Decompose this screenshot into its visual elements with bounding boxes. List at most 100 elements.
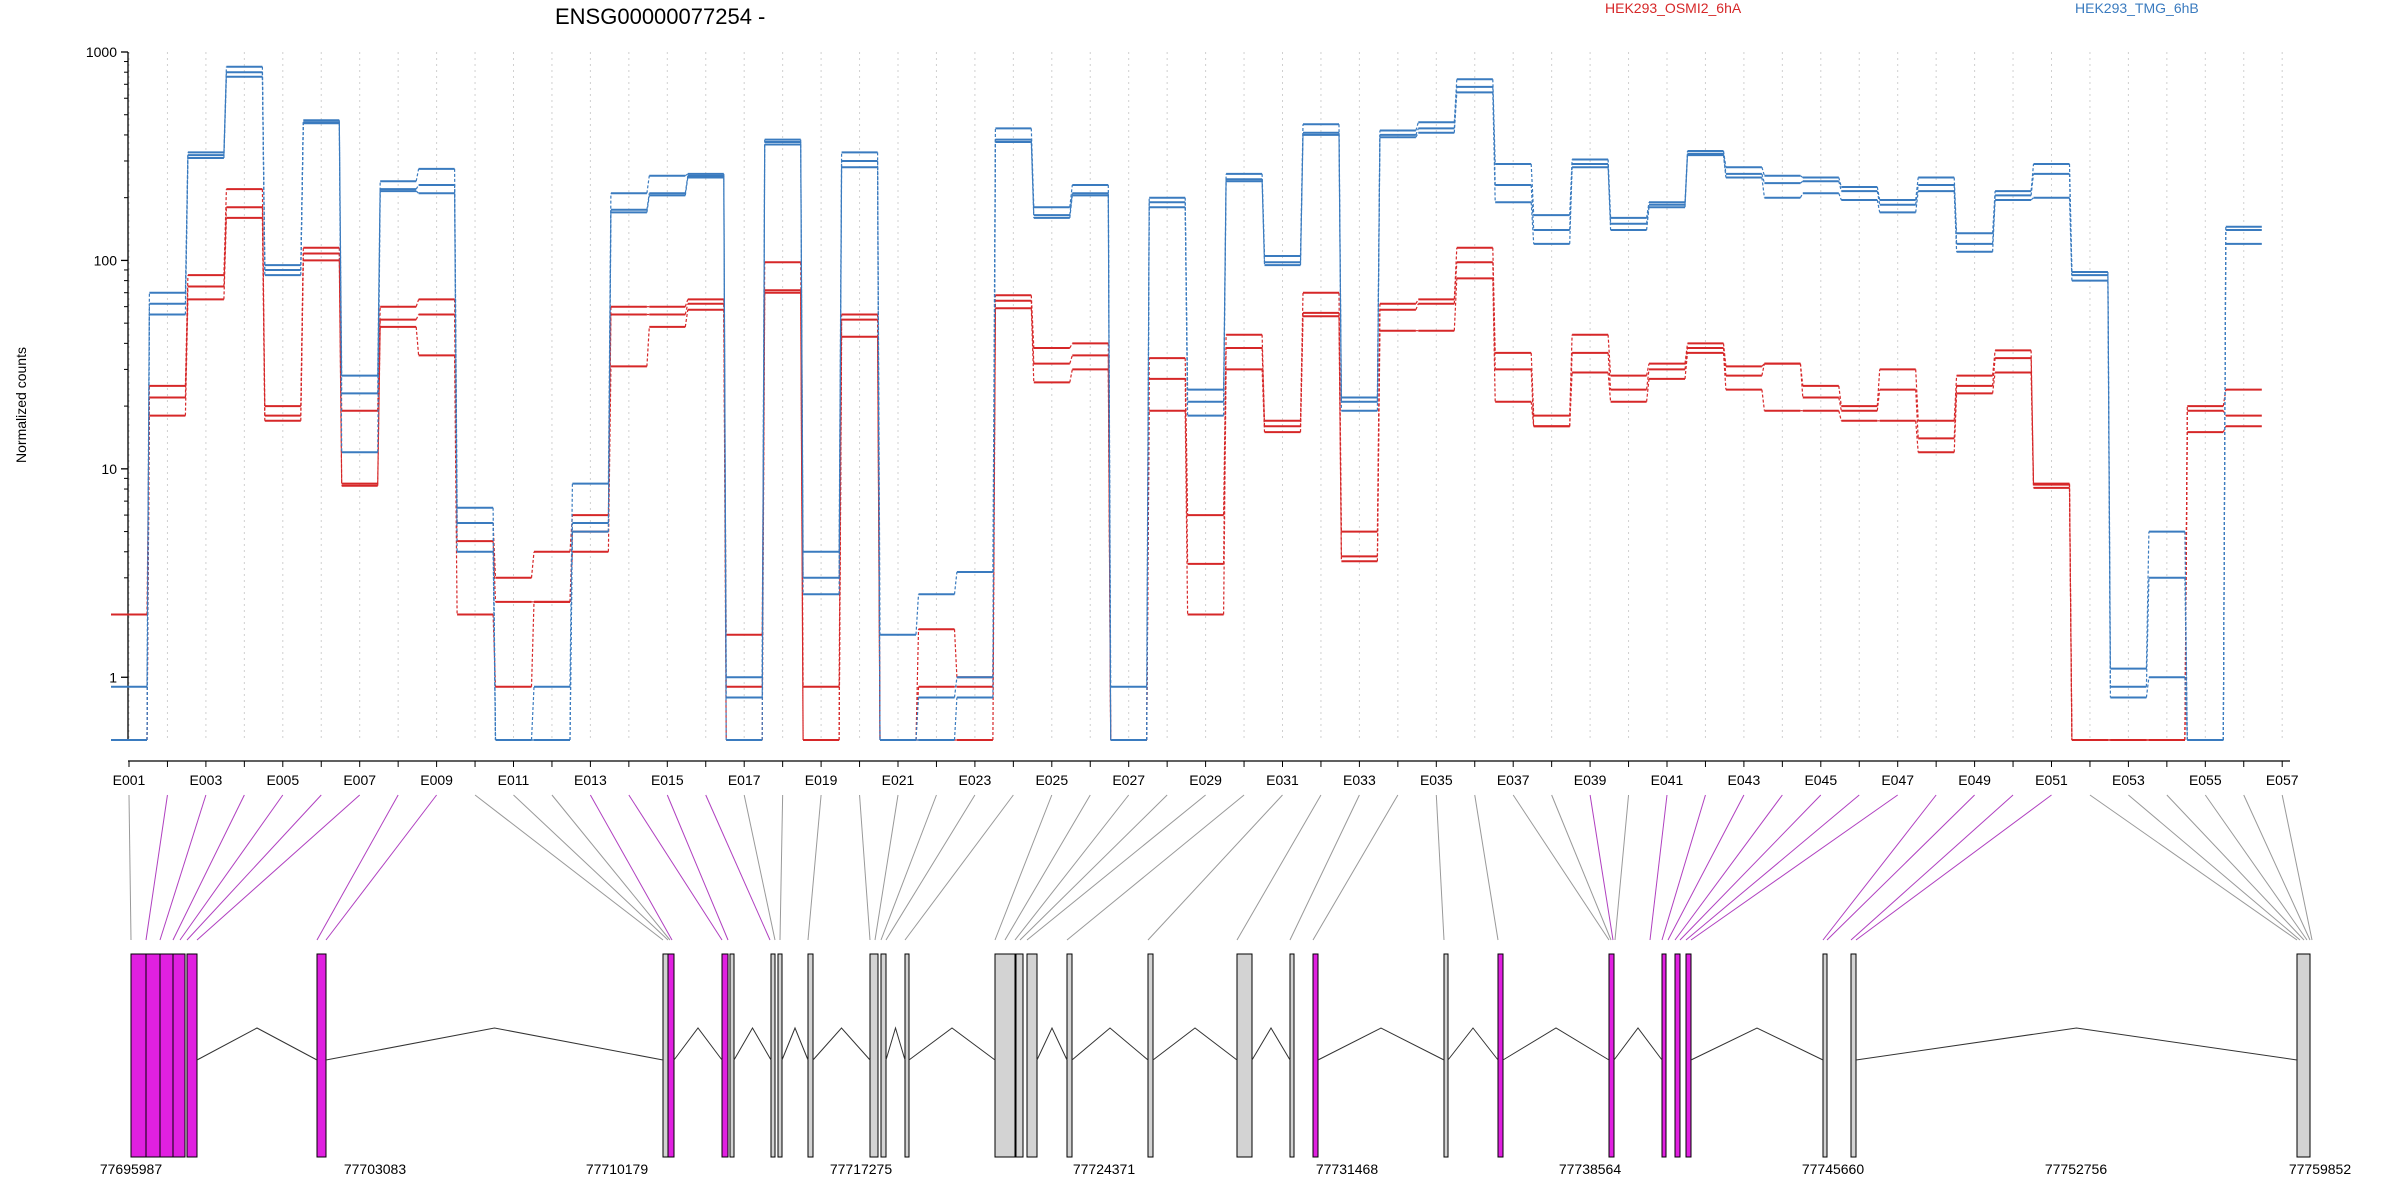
intron-line [1071,1027,1149,1061]
x-tick-label: E035 [1420,772,1453,788]
exon-connector [513,794,669,941]
exon-connector [325,794,437,941]
intron-line [781,1026,809,1061]
exon-connector [1661,794,1706,941]
exon-box [1497,953,1504,1158]
exon-connector [1826,794,1975,941]
exon-box [1312,953,1319,1158]
intron-line [325,1027,664,1061]
exon-box [1674,953,1681,1158]
exon-box [721,953,729,1158]
series-line-hek293_tmg_6hb [111,71,2262,741]
exon-box [904,953,910,1158]
exon-box [880,953,887,1158]
gene-model [130,953,2311,1158]
x-tick-label: E025 [1035,772,1068,788]
x-tick-label: E047 [1881,772,1914,788]
exon-connector [159,794,207,941]
exon-box [316,953,327,1158]
exon-connector [186,794,322,941]
vertical-grid [128,52,2283,740]
exon-connector [1855,794,2052,941]
intron-line [885,1026,906,1061]
exon-connector [316,794,399,941]
exon-box [1015,953,1024,1158]
exon-connector [1667,794,1745,941]
intron-line [1251,1027,1291,1061]
intron-line [1447,1027,1499,1061]
exon-box [145,953,161,1158]
genomic-tick-label: 77695987 [100,1161,163,1177]
x-tick-label: E001 [113,772,146,788]
exon-box [1289,953,1295,1158]
genomic-tick-label: 77724371 [1073,1161,1136,1177]
exon-connector [1289,794,1360,941]
exon-tick-labels: E001 E003 E005 E007 E009 E011 E013 E015 E017 E019… [113,772,2299,788]
series-connector-hek293_tmg_6hb [146,72,2227,741]
exon-box [729,953,735,1158]
x-tick-label: E053 [2112,772,2145,788]
exon-box [1850,953,1857,1158]
y-tick-label: 10 [101,461,117,477]
x-tick-label: E045 [1804,772,1837,788]
x-tick-label: E043 [1728,772,1761,788]
x-tick-label: E023 [959,772,992,788]
x-tick-label: E031 [1266,772,1299,788]
exon-connector [474,794,664,941]
x-tick-label: E037 [1497,772,1530,788]
exon-box [1822,953,1828,1158]
exon-connector [551,794,671,941]
x-tick-label: E015 [651,772,684,788]
exon-connector [1435,794,1445,941]
y-axis-label: Normalized counts [13,347,29,463]
exon-connector [1474,794,1499,941]
genomic-tick-label: 77703083 [344,1161,407,1177]
x-tick-label: E017 [728,772,761,788]
x-tick-label: E007 [343,772,376,788]
exon-box [770,953,776,1158]
x-tick-label: E011 [498,772,530,788]
series-line-hek293_tmg_6hb [111,65,2262,741]
x-tick-label: E029 [1189,772,1222,788]
exon-box [994,953,1016,1158]
exon-box [130,953,147,1158]
exon-box [662,953,669,1158]
exon-connector [994,794,1053,941]
intron-line [908,1027,996,1061]
chart-title: ENSG00000077254 - [555,4,765,29]
series-connector-hek293_tmg_6hb [146,76,2227,741]
exon-connector [2166,794,2305,941]
legend-label-tmg: HEK293_TMG_6hB [2075,0,2199,16]
series-connector-hek293_osmi2_6ha [146,189,2227,741]
exon-connector [1614,794,1630,941]
x-tick-label: E005 [266,772,299,788]
y-tick-label: 1000 [86,44,117,60]
intron-line [812,1027,871,1061]
genomic-coordinate-labels: 77695987 77703083 77710179 77717275 77724371… [100,1161,2352,1177]
legend-label-osmi2: HEK293_OSMI2_6hA [1605,0,1742,16]
exon-connector [172,794,245,941]
exon-connector [589,794,673,941]
genomic-tick-label: 77710179 [586,1161,649,1177]
genomic-tick-label: 77731468 [1316,1161,1379,1177]
exon-connector [1312,794,1399,941]
x-tick-label: E021 [882,772,915,788]
genomic-tick-label: 77717275 [830,1161,893,1177]
intron-line [196,1027,318,1061]
exon-box [186,953,198,1158]
exon-connector [880,794,937,941]
exon-connector [1822,794,1937,941]
exon-box [159,953,174,1158]
intron-line [673,1027,723,1061]
intron-line [733,1027,772,1061]
exon-connector [2128,794,2301,941]
exon-connectors [128,794,2313,941]
genomic-tick-label: 77752756 [2045,1161,2108,1177]
genomic-tick-label: 77738564 [1559,1161,1622,1177]
genomic-tick-label: 77745660 [1802,1161,1865,1177]
exon-connector [885,794,976,941]
exon-connector [874,794,899,941]
exon-connector [628,794,723,941]
intron-line [1036,1026,1068,1061]
intron-line [1502,1027,1610,1061]
